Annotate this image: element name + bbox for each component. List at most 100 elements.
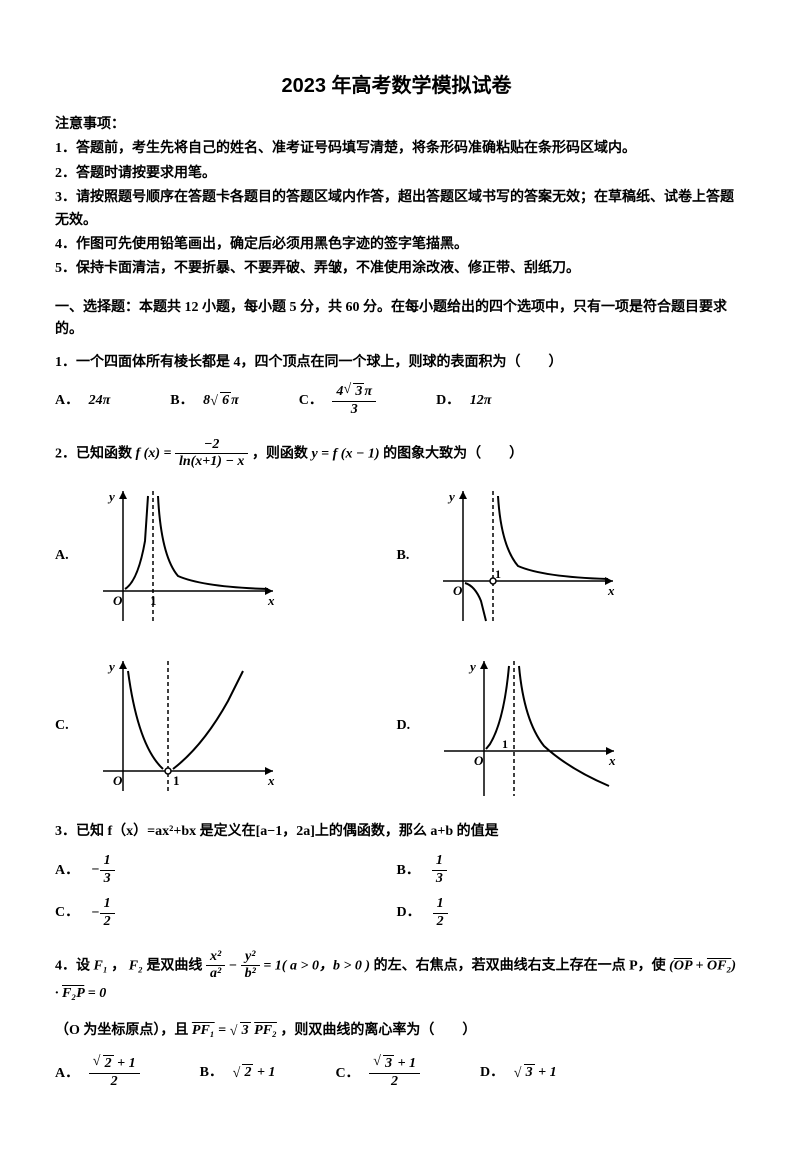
- numerator: 1: [432, 853, 447, 871]
- denominator: b²: [241, 966, 260, 983]
- q2-graph-options: A. O 1 x y B.: [55, 481, 738, 801]
- denominator: 2: [89, 1074, 140, 1091]
- text: ，则函数: [252, 446, 312, 461]
- q2-stem: 2．已知函数 f (x) = −2 ln(x+1) − x ，则函数 y = f…: [55, 437, 738, 472]
- option-label: D．: [397, 902, 421, 924]
- option-label: D．: [436, 393, 460, 408]
- option-label: B．: [200, 1065, 223, 1080]
- pf-eq: PF₁ = 3 PF₂: [192, 1023, 277, 1038]
- svg-text:y: y: [468, 659, 476, 674]
- text: + 1: [535, 1065, 557, 1080]
- instructions-heading: 注意事项：: [55, 114, 738, 136]
- q2-option-a: A. O 1 x y: [55, 481, 397, 631]
- text: = 1( a > 0，b > 0 ): [263, 958, 370, 973]
- q3-option-b: B． 13: [397, 853, 739, 888]
- text: + 1: [394, 1056, 416, 1071]
- question-2: 2．已知函数 f (x) = −2 ln(x+1) − x ，则函数 y = f…: [55, 437, 738, 802]
- radicand: 3: [240, 1022, 251, 1038]
- q4-c-value: 3 + 1 2: [369, 1056, 420, 1091]
- svg-text:x: x: [267, 593, 275, 608]
- text: =: [215, 1023, 230, 1038]
- q2-option-d: D. O 1 x y: [397, 651, 739, 801]
- fraction: y²b²: [241, 949, 260, 984]
- numerator: y²: [241, 949, 260, 967]
- q2-function: f (x) = −2 ln(x+1) − x: [136, 446, 252, 461]
- q1-option-d: D． 12π: [436, 390, 491, 412]
- radicand: 6: [220, 392, 231, 408]
- svg-text:y: y: [107, 489, 115, 504]
- vector: PF₁: [192, 1023, 215, 1038]
- radicand: 2: [103, 1055, 114, 1071]
- numerator: 1: [433, 896, 448, 914]
- svg-text:x: x: [607, 583, 615, 598]
- numerator: 3 + 1: [369, 1056, 420, 1074]
- text: f (x) =: [136, 446, 172, 461]
- denominator: 2: [100, 914, 115, 931]
- numerator: 1: [100, 853, 115, 871]
- option-label: C.: [55, 715, 69, 737]
- q1-option-c: C． 43π 3: [299, 384, 376, 419]
- question-3: 3．已知 f（x）=ax²+bx 是定义在[a−1，2a]上的偶函数，那么 a+…: [55, 821, 738, 931]
- option-label: A．: [55, 860, 79, 882]
- graph-b: O 1 x y: [423, 481, 623, 631]
- text: + 1: [253, 1065, 275, 1080]
- q4-option-c: C． 3 + 1 2: [335, 1056, 420, 1091]
- q1-d-value: 12π: [470, 393, 492, 408]
- q4-a-value: 2 + 1 2: [89, 1056, 140, 1091]
- instruction-item: 4．作图可先使用铅笔画出，确定后必须用黑色字迹的签字笔描黑。: [55, 234, 738, 256]
- q3-d-value: 12: [433, 896, 448, 931]
- text: 2．已知函数: [55, 446, 136, 461]
- question-4: 4．设 F₁ ， F₂ 是双曲线 x²a² − y²b² = 1( a > 0，…: [55, 949, 738, 1091]
- q3-b-value: 13: [432, 853, 447, 888]
- svg-text:O: O: [113, 773, 123, 788]
- text: ，则双曲线的离心率为（ ）: [280, 1023, 476, 1038]
- svg-text:O: O: [474, 753, 484, 768]
- page-title: 2023 年高考数学模拟试卷: [55, 70, 738, 102]
- text: F₁: [94, 958, 108, 973]
- question-1: 1．一个四面体所有棱长都是 4，四个顶点在同一个球上，则球的表面积为（ ） A．…: [55, 352, 738, 419]
- option-label: A．: [55, 393, 79, 408]
- radicand: 2: [242, 1064, 253, 1080]
- q2-option-b: B. O 1 x y: [397, 481, 739, 631]
- text: ，: [111, 958, 125, 973]
- text: （O 为坐标原点），且: [55, 1023, 192, 1038]
- option-label: C．: [299, 393, 323, 408]
- text: + 1: [114, 1056, 136, 1071]
- q3-stem: 3．已知 f（x）=ax²+bx 是定义在[a−1，2a]上的偶函数，那么 a+…: [55, 821, 738, 843]
- q3-option-d: D． 12: [397, 896, 739, 931]
- text: 8: [203, 393, 210, 408]
- q3-option-c: C． −12: [55, 896, 397, 931]
- q2-option-c: C. O 1 x y: [55, 651, 397, 801]
- text: π: [364, 384, 372, 399]
- q1-option-a: A． 24π: [55, 390, 110, 412]
- denominator: 2: [433, 914, 448, 931]
- instruction-item: 2．答题时请按要求用笔。: [55, 163, 738, 185]
- q1-a-value: 24π: [89, 393, 111, 408]
- instructions-block: 注意事项： 1．答题前，考生先将自己的姓名、准考证号码填写清楚，将条形码准确粘贴…: [55, 114, 738, 281]
- svg-text:1: 1: [150, 593, 157, 608]
- instruction-item: 5．保持卡面清洁，不要折暴、不要弄破、弄皱，不准使用涂改液、修正带、刮纸刀。: [55, 258, 738, 280]
- option-label: D.: [397, 715, 411, 737]
- q1-b-value: 86π: [203, 393, 239, 408]
- denominator: 3: [432, 871, 447, 888]
- vector: PF₂: [254, 1023, 277, 1038]
- option-label: A．: [55, 1066, 79, 1081]
- q3-option-a: A． −13: [55, 853, 397, 888]
- radicand: 3: [524, 1064, 535, 1080]
- svg-text:y: y: [107, 659, 115, 674]
- denominator: ln(x+1) − x: [175, 454, 248, 471]
- q1-options: A． 24π B． 86π C． 43π 3 D． 12π: [55, 384, 738, 419]
- q1-option-b: B． 86π: [170, 390, 239, 412]
- text: F₂: [129, 958, 143, 973]
- svg-text:y: y: [447, 489, 455, 504]
- section-heading: 一、选择题：本题共 12 小题，每小题 5 分，共 60 分。在每小题给出的四个…: [55, 297, 738, 342]
- q4-d-value: 3 + 1: [514, 1065, 557, 1080]
- numerator: 43π: [332, 384, 376, 402]
- denominator: a²: [206, 966, 225, 983]
- q3-c-value: −12: [91, 896, 114, 931]
- option-label: D．: [480, 1065, 504, 1080]
- graph-c: O 1 x y: [83, 651, 283, 801]
- denominator: 2: [369, 1074, 420, 1091]
- option-label: B．: [397, 860, 420, 882]
- q4-options: A． 2 + 1 2 B． 2 + 1 C． 3 + 1 2 D． 3 + 1: [55, 1056, 738, 1091]
